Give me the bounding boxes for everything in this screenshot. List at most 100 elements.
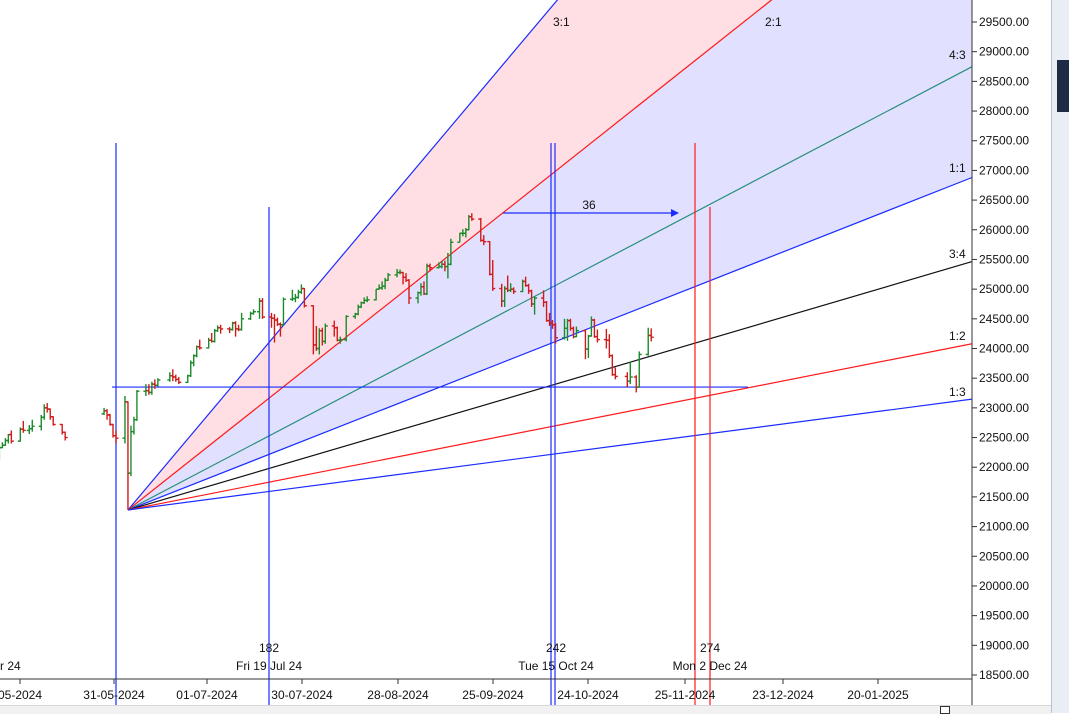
date-tick-label: 28-08-2024 [367, 688, 429, 702]
price-tick-label: 19500.00 [979, 609, 1029, 623]
ohlc-bar [173, 374, 179, 382]
price-tick-label: 29500.00 [979, 15, 1029, 29]
price-tick-label: 25500.00 [979, 252, 1029, 266]
cycle-count-label: 182 [259, 641, 279, 655]
partial-date-label: r 24 [0, 659, 21, 673]
ohlc-bar [582, 329, 588, 360]
span-arrow-head [671, 209, 679, 217]
ohlc-bar [251, 309, 257, 315]
ohlc-bar [385, 273, 391, 281]
ohlc-bar [239, 312, 245, 331]
ohlc-bar [218, 324, 224, 334]
time-cycle-lines [115, 143, 711, 705]
ohlc-bar [448, 238, 454, 266]
ohlc-bars [0, 213, 654, 510]
price-tick-label: 26500.00 [979, 193, 1029, 207]
span-measure-label: 36 [582, 198, 596, 212]
gann-angle-label: 3:4 [949, 247, 966, 261]
ohlc-bar [343, 315, 349, 342]
ohlc-bar [47, 408, 53, 420]
ohlc-bar [260, 298, 266, 319]
date-axis[interactable]: 05-2024 31-05-2024 01-07-2024 30-07-2024 28-… [0, 678, 972, 702]
price-tick-label: 21500.00 [979, 490, 1029, 504]
ohlc-bar [603, 328, 609, 349]
ohlc-bar [128, 425, 134, 477]
ohlc-bar [594, 329, 600, 343]
price-tick-label: 27000.00 [979, 163, 1029, 177]
ohlc-bar [337, 336, 343, 344]
ohlc-bar [636, 351, 642, 388]
ohlc-bar [633, 375, 639, 393]
ohlc-bar [490, 260, 496, 291]
price-axis-background [972, 0, 1051, 705]
ohlc-bar [122, 395, 128, 444]
ohlc-bar [606, 334, 612, 358]
gann-angle-label: 1:2 [949, 329, 966, 343]
ohlc-bar [295, 289, 301, 299]
fan-fill-2-1-to-1-1 [127, 0, 972, 510]
ohlc-bar [8, 430, 14, 444]
ohlc-bar [648, 328, 654, 342]
gann-angle-label: 3:1 [553, 15, 570, 29]
ohlc-bar [197, 339, 203, 350]
ohlc-bar [176, 376, 182, 385]
price-tick-label: 20000.00 [979, 579, 1029, 593]
price-tick-label: 22000.00 [979, 460, 1029, 474]
date-tick-label: 25-09-2024 [462, 688, 524, 702]
date-tick-label: 24-10-2024 [557, 688, 619, 702]
price-tick-label: 23000.00 [979, 401, 1029, 415]
price-tick-label: 28500.00 [979, 74, 1029, 88]
price-tick-label: 19000.00 [979, 638, 1029, 652]
date-tick-label: 01-07-2024 [176, 688, 238, 702]
cycle-date-label: Tue 15 Oct 24 [518, 659, 594, 673]
ohlc-bar [2, 438, 8, 446]
date-tick-label: 25-11-2024 [655, 688, 716, 702]
price-tick-label: 28000.00 [979, 104, 1029, 118]
side-panel-tab[interactable] [1057, 60, 1069, 112]
chart-annotations: 3:1 2:1 4:3 1:1 3:4 1:2 1:3 36 182 Fri 19 Jul 24 2… [0, 15, 966, 673]
right-side-panel[interactable] [1051, 0, 1069, 713]
ohlc-bar [627, 361, 633, 385]
ohlc-bar [134, 390, 140, 421]
date-tick-label: 23-12-2024 [752, 688, 814, 702]
ohlc-bar [5, 433, 11, 444]
ohlc-bar [322, 323, 328, 344]
ohlc-bar [301, 287, 307, 308]
price-axis[interactable]: 29500.00 29000.00 28500.00 28000.00 27500.00… [971, 0, 1051, 705]
ohlc-bar [427, 263, 433, 272]
ohlc-bar [585, 334, 591, 358]
cycle-count-label: 242 [546, 641, 566, 655]
ohlc-bar [481, 235, 487, 246]
ohlc-bar [167, 372, 173, 382]
price-tick-label: 25000.00 [979, 282, 1029, 296]
ohlc-bar [511, 287, 517, 294]
price-tick-label: 23500.00 [979, 371, 1029, 385]
ohlc-bar [268, 312, 274, 328]
price-tick-label: 24000.00 [979, 342, 1029, 356]
gann-angle-label: 1:1 [949, 161, 966, 175]
cycle-count-label: 274 [700, 641, 720, 655]
gann-angle-label: 4:3 [949, 48, 966, 62]
ohlc-bar [125, 401, 131, 510]
ohlc-bar [364, 296, 370, 303]
ohlc-bar [0, 444, 2, 460]
ohlc-bar [155, 378, 161, 387]
gann-angle-label: 2:1 [765, 15, 782, 29]
ohlc-bar [170, 369, 176, 382]
gann-angle-label: 1:3 [949, 385, 966, 399]
price-chart[interactable]: 3:1 2:1 4:3 1:1 3:4 1:2 1:3 36 182 Fri 19 Jul 24 2… [0, 0, 1051, 705]
price-tick-label: 29000.00 [979, 45, 1029, 59]
ohlc-bar [215, 325, 221, 332]
price-tick-label: 20500.00 [979, 549, 1029, 563]
ohlc-bar [236, 324, 242, 332]
ohlc-bar [612, 367, 618, 380]
gann-fan-fill [127, 0, 972, 510]
ohlc-bar [624, 372, 630, 388]
price-tick-label: 27500.00 [979, 134, 1029, 148]
date-tick-label: 05-2024 [0, 688, 42, 702]
horizontal-scrollbar[interactable] [0, 705, 1051, 714]
ohlc-bar [113, 430, 119, 444]
date-tick-label: 30-07-2024 [271, 688, 333, 702]
ohlc-bar [573, 326, 579, 338]
ohlc-bar [280, 297, 286, 326]
